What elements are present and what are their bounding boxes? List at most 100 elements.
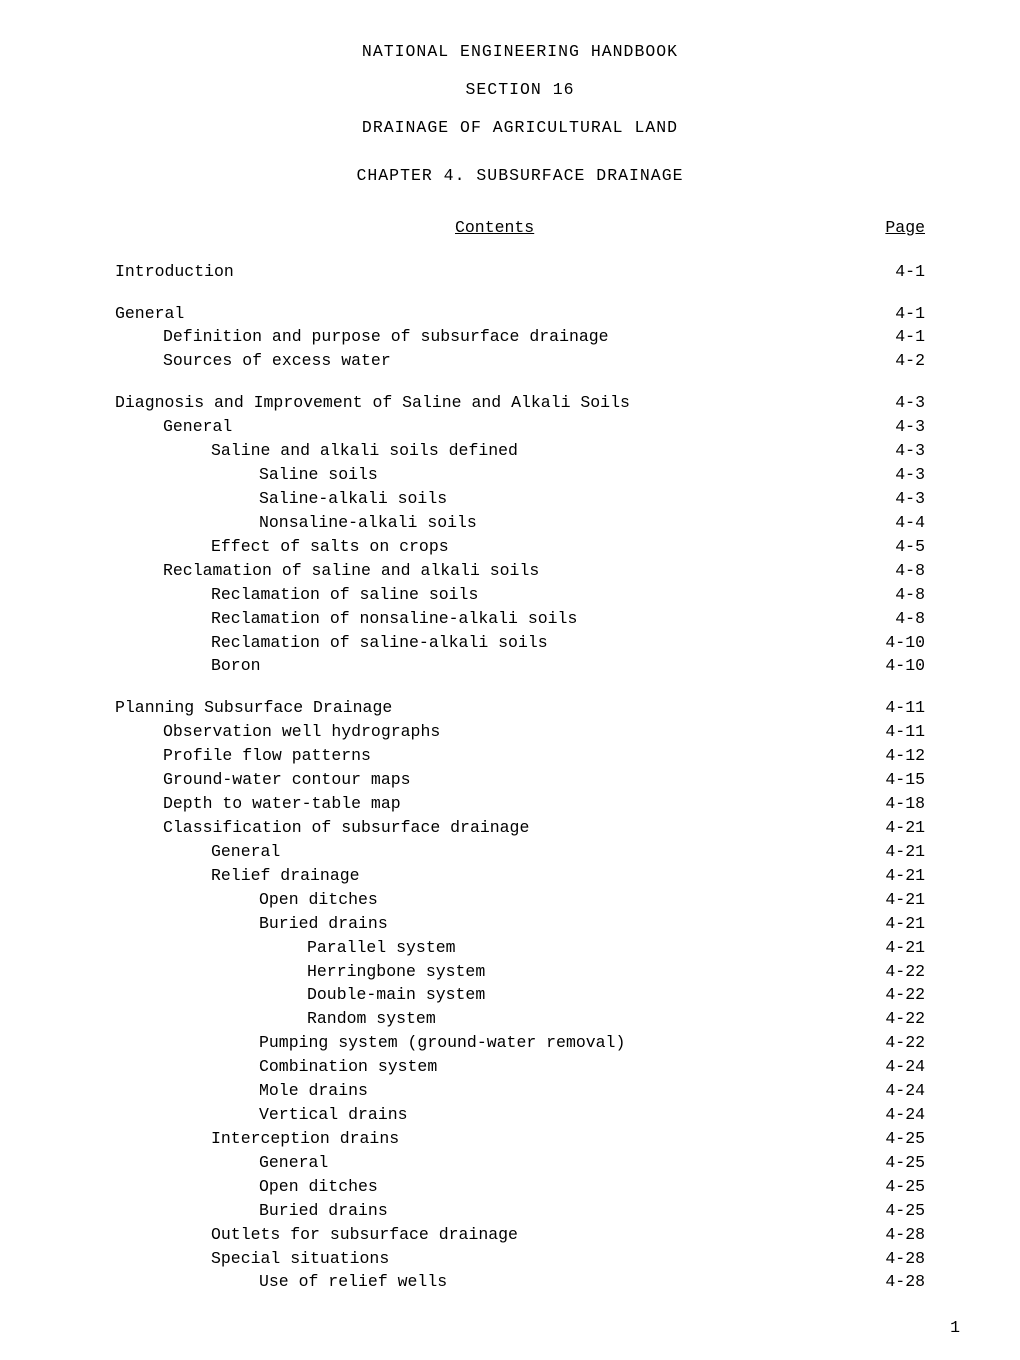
- toc-row: Mole drains4-24: [115, 1079, 925, 1103]
- toc-section: Introduction4-1: [115, 260, 925, 284]
- toc-entry-page: 4-24: [875, 1103, 925, 1127]
- toc-row: General 4-3: [115, 415, 925, 439]
- toc-entry-label: Double-main system: [115, 983, 485, 1007]
- toc-row: Buried drains4-21: [115, 912, 925, 936]
- toc-entry-page: 4-1: [875, 325, 925, 349]
- toc-entry-label: Relief drainage: [115, 864, 360, 888]
- page-label: Page: [885, 216, 925, 240]
- toc-row: Depth to water-table map 4-18: [115, 792, 925, 816]
- toc-row: Open ditches 4-25: [115, 1175, 925, 1199]
- toc-entry-label: Definition and purpose of subsurface dra…: [115, 325, 609, 349]
- toc-entry-label: General: [115, 1151, 328, 1175]
- toc-entry-label: Reclamation of saline soils: [115, 583, 478, 607]
- toc-entry-page: 4-3: [875, 463, 925, 487]
- table-of-contents: Introduction4-1General4-1Definition and …: [115, 260, 925, 1295]
- toc-entry-page: 4-11: [875, 720, 925, 744]
- document-header: NATIONAL ENGINEERING HANDBOOK SECTION 16…: [115, 40, 925, 188]
- toc-entry-page: 4-8: [875, 559, 925, 583]
- toc-row: Buried drains4-25: [115, 1199, 925, 1223]
- toc-row: Outlets for subsurface drainage 4-28: [115, 1223, 925, 1247]
- toc-entry-page: 4-11: [875, 696, 925, 720]
- toc-entry-page: 4-18: [875, 792, 925, 816]
- toc-entry-label: Random system: [115, 1007, 436, 1031]
- toc-entry-label: Depth to water-table map: [115, 792, 401, 816]
- toc-row: Pumping system (ground-water removal)4-2…: [115, 1031, 925, 1055]
- toc-entry-label: Diagnosis and Improvement of Saline and …: [115, 391, 630, 415]
- toc-entry-page: 4-21: [875, 816, 925, 840]
- toc-row: General 4-25: [115, 1151, 925, 1175]
- toc-entry-label: Interception drains: [115, 1127, 399, 1151]
- title-line-3: DRAINAGE OF AGRICULTURAL LAND: [115, 116, 925, 140]
- toc-row: Parallel system 4-21: [115, 936, 925, 960]
- toc-row: Reclamation of nonsaline-alkali soils4-8: [115, 607, 925, 631]
- toc-row: Use of relief wells 4-28: [115, 1270, 925, 1294]
- toc-entry-label: Sources of excess water: [115, 349, 391, 373]
- toc-row: Relief drainage 4-21: [115, 864, 925, 888]
- toc-row: Combination system 4-24: [115, 1055, 925, 1079]
- toc-row: Herringbone system 4-22: [115, 960, 925, 984]
- toc-section: Diagnosis and Improvement of Saline and …: [115, 391, 925, 678]
- toc-row: Observation well hydrographs4-11: [115, 720, 925, 744]
- toc-entry-page: 4-21: [875, 912, 925, 936]
- toc-entry-label: Reclamation of saline and alkali soils: [115, 559, 539, 583]
- toc-entry-page: 4-5: [875, 535, 925, 559]
- toc-entry-page: 4-21: [875, 840, 925, 864]
- toc-entry-page: 4-3: [875, 415, 925, 439]
- toc-entry-label: Reclamation of saline-alkali soils: [115, 631, 548, 655]
- toc-entry-label: Open ditches: [115, 1175, 378, 1199]
- page-container: NATIONAL ENGINEERING HANDBOOK SECTION 16…: [0, 0, 1020, 1360]
- toc-row: Random system 4-22: [115, 1007, 925, 1031]
- toc-entry-page: 4-22: [875, 960, 925, 984]
- toc-entry-label: Herringbone system: [115, 960, 485, 984]
- toc-row: Reclamation of saline and alkali soils 4-…: [115, 559, 925, 583]
- toc-row: Profile flow patterns4-12: [115, 744, 925, 768]
- toc-entry-page: 4-8: [875, 583, 925, 607]
- toc-entry-label: Combination system: [115, 1055, 437, 1079]
- toc-entry-page: 4-8: [875, 607, 925, 631]
- toc-section: General4-1Definition and purpose of subs…: [115, 302, 925, 374]
- toc-entry-page: 4-10: [875, 631, 925, 655]
- toc-entry-page: 4-3: [875, 391, 925, 415]
- toc-entry-page: 4-3: [875, 439, 925, 463]
- toc-entry-page: 4-24: [875, 1055, 925, 1079]
- toc-entry-page: 4-28: [875, 1247, 925, 1271]
- toc-entry-label: Ground-water contour maps: [115, 768, 411, 792]
- toc-entry-label: General: [115, 302, 184, 326]
- toc-row: Interception drains4-25: [115, 1127, 925, 1151]
- toc-entry-label: Classification of subsurface drainage: [115, 816, 529, 840]
- toc-entry-page: 4-3: [875, 487, 925, 511]
- toc-entry-label: Effect of salts on crops: [115, 535, 449, 559]
- toc-row: Boron4-10: [115, 654, 925, 678]
- toc-entry-page: 4-22: [875, 983, 925, 1007]
- toc-entry-label: Parallel system: [115, 936, 456, 960]
- toc-entry-label: Outlets for subsurface drainage: [115, 1223, 518, 1247]
- toc-entry-label: Mole drains: [115, 1079, 368, 1103]
- toc-entry-label: Saline soils: [115, 463, 378, 487]
- toc-entry-label: Planning Subsurface Drainage: [115, 696, 392, 720]
- toc-entry-page: 4-25: [875, 1175, 925, 1199]
- toc-entry-label: Buried drains: [115, 1199, 388, 1223]
- toc-entry-label: Saline-alkali soils: [115, 487, 447, 511]
- toc-row: Classification of subsurface drainage 4-2…: [115, 816, 925, 840]
- footer-page-number: 1: [950, 1316, 960, 1340]
- toc-entry-page: 4-25: [875, 1151, 925, 1175]
- toc-row: General4-21: [115, 840, 925, 864]
- toc-entry-page: 4-22: [875, 1007, 925, 1031]
- toc-row: Diagnosis and Improvement of Saline and …: [115, 391, 925, 415]
- toc-entry-label: General: [115, 415, 232, 439]
- toc-row: Saline soils 4-3: [115, 463, 925, 487]
- toc-entry-label: Vertical drains: [115, 1103, 408, 1127]
- title-line-1: NATIONAL ENGINEERING HANDBOOK: [115, 40, 925, 64]
- toc-entry-page: 4-2: [875, 349, 925, 373]
- toc-entry-page: 4-28: [875, 1270, 925, 1294]
- toc-entry-label: Saline and alkali soils defined: [115, 439, 518, 463]
- toc-entry-label: Use of relief wells: [115, 1270, 447, 1294]
- toc-entry-page: 4-21: [875, 864, 925, 888]
- toc-row: Double-main system 4-22: [115, 983, 925, 1007]
- title-line-4: CHAPTER 4. SUBSURFACE DRAINAGE: [115, 164, 925, 188]
- contents-label: Contents: [455, 216, 534, 240]
- toc-row: General4-1: [115, 302, 925, 326]
- toc-entry-page: 4-21: [875, 936, 925, 960]
- toc-entry-page: 4-28: [875, 1223, 925, 1247]
- toc-entry-label: Profile flow patterns: [115, 744, 371, 768]
